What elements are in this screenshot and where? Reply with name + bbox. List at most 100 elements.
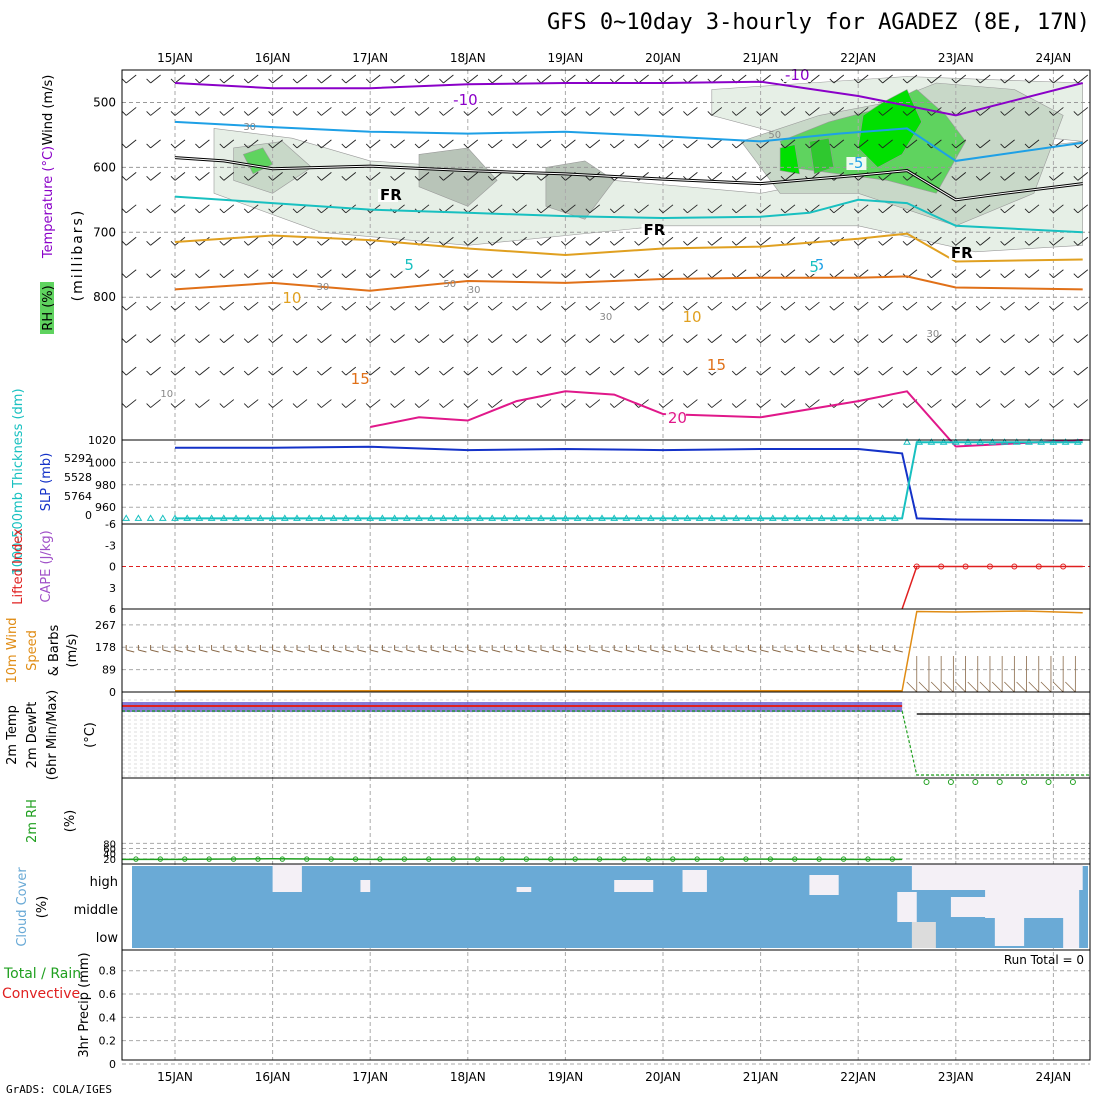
- wind-barb: [805, 399, 820, 408]
- wind-barb: [707, 139, 723, 149]
- contour-label: -10: [785, 66, 810, 84]
- wind-barb: [585, 334, 601, 343]
- thick-marker: [671, 514, 680, 521]
- thick-marker: [280, 514, 289, 521]
- thick-ytick: 5292: [64, 452, 92, 465]
- wind-barb: [780, 366, 796, 376]
- thick-marker: [207, 514, 216, 521]
- wind-barb: [390, 171, 405, 181]
- wind-barb: [561, 107, 576, 116]
- wind-barb: [1049, 366, 1064, 376]
- wind-barb: [975, 236, 991, 246]
- wind-barb: [658, 269, 674, 279]
- rh2m-marker: [157, 856, 164, 862]
- sfc-barb: [284, 645, 293, 653]
- sfc-barb: [882, 645, 891, 653]
- li-marker: [986, 563, 993, 570]
- thick-marker: [366, 514, 375, 521]
- sfc-barb: [930, 656, 942, 693]
- wind-barb: [341, 107, 357, 116]
- wind-barb: [243, 74, 259, 84]
- wind-barb: [268, 204, 283, 214]
- wind-barb: [609, 269, 625, 279]
- thick-marker: [659, 514, 667, 521]
- thick-marker: [256, 514, 265, 521]
- contour-label-bg: [846, 157, 867, 170]
- wind-barb: [780, 269, 796, 279]
- thick-marker: [634, 514, 643, 521]
- wind-barb: [1073, 366, 1089, 376]
- wind-barb: [487, 399, 503, 408]
- wind-barb: [219, 399, 235, 408]
- wind-barb: [878, 204, 893, 214]
- thick-marker: [793, 514, 802, 521]
- wind-barb: [927, 366, 942, 376]
- top-xtick-17JAN: 17JAN: [352, 51, 388, 65]
- wind-barb: [292, 107, 308, 116]
- thick-marker: [1000, 438, 1009, 445]
- td2m-marker: [947, 779, 954, 785]
- wind-barb: [317, 107, 332, 116]
- series-Thickness: [175, 441, 1083, 520]
- wind-barb: [805, 139, 820, 149]
- wind-barb: [756, 399, 771, 408]
- top-xtick-19JAN: 19JAN: [548, 51, 584, 65]
- wind-barb: [756, 334, 771, 343]
- thick-ytick: 5764: [64, 490, 92, 503]
- wind-barb: [683, 107, 698, 116]
- rh2m-marker: [255, 856, 261, 862]
- thick-marker: [610, 514, 619, 521]
- precip-ytick: 0: [109, 1058, 116, 1071]
- wind-barb: [658, 236, 674, 246]
- sfc-barb: [211, 645, 220, 653]
- wind-barb: [731, 236, 747, 246]
- rh2m-marker: [645, 856, 652, 862]
- sfc-barb: [528, 645, 537, 653]
- sfc-barb: [625, 645, 635, 653]
- wind-barb: [878, 236, 893, 246]
- slp-label-0: 1000-500mb Thickness (dm): [11, 388, 26, 575]
- wind-barb: [634, 301, 649, 311]
- sfc-barb: [418, 645, 428, 653]
- wind-barb: [219, 204, 235, 214]
- sfc-barb: [1016, 656, 1027, 693]
- cloud-clear: [994, 918, 1025, 946]
- wind-barb: [463, 399, 479, 408]
- rh2m-marker: [328, 856, 334, 862]
- thick-marker: [573, 514, 582, 521]
- stab-ytick: 0: [109, 561, 116, 574]
- wind-barb: [878, 139, 893, 149]
- sfc-barb: [821, 645, 830, 653]
- thick-marker: [707, 514, 716, 521]
- wind-barb: [243, 301, 259, 311]
- wind-barb: [927, 301, 942, 311]
- wind-barb: [341, 269, 357, 279]
- wind-barb: [121, 399, 137, 408]
- wind-barb: [414, 139, 430, 149]
- wind-barb: [121, 139, 137, 149]
- wind-barb: [121, 269, 137, 279]
- wind-barb: [853, 334, 869, 343]
- wind-barb: [292, 366, 308, 376]
- sfc-barb: [296, 645, 306, 653]
- wind-barb: [561, 74, 576, 84]
- wind-barb: [487, 236, 503, 246]
- wind-barb: [292, 236, 308, 246]
- sfc-barb: [333, 645, 342, 653]
- wind-barb: [341, 366, 357, 376]
- wind-barb: [292, 301, 308, 311]
- rh2m-marker: [596, 856, 603, 862]
- thick-marker: [1037, 438, 1046, 445]
- wind-barb: [707, 236, 723, 246]
- wind-barb: [609, 301, 625, 311]
- rh2m-label-0: 2m RH: [25, 799, 40, 843]
- wind-barb: [487, 269, 503, 279]
- wind-barb: [902, 74, 918, 84]
- thick-marker: [293, 514, 301, 521]
- wind-barb: [853, 204, 869, 214]
- sfc-barb: [918, 656, 930, 693]
- thick-marker: [976, 438, 985, 445]
- wind-barb: [292, 334, 308, 343]
- wind-barb: [439, 301, 454, 311]
- contour-label: 20: [668, 409, 687, 427]
